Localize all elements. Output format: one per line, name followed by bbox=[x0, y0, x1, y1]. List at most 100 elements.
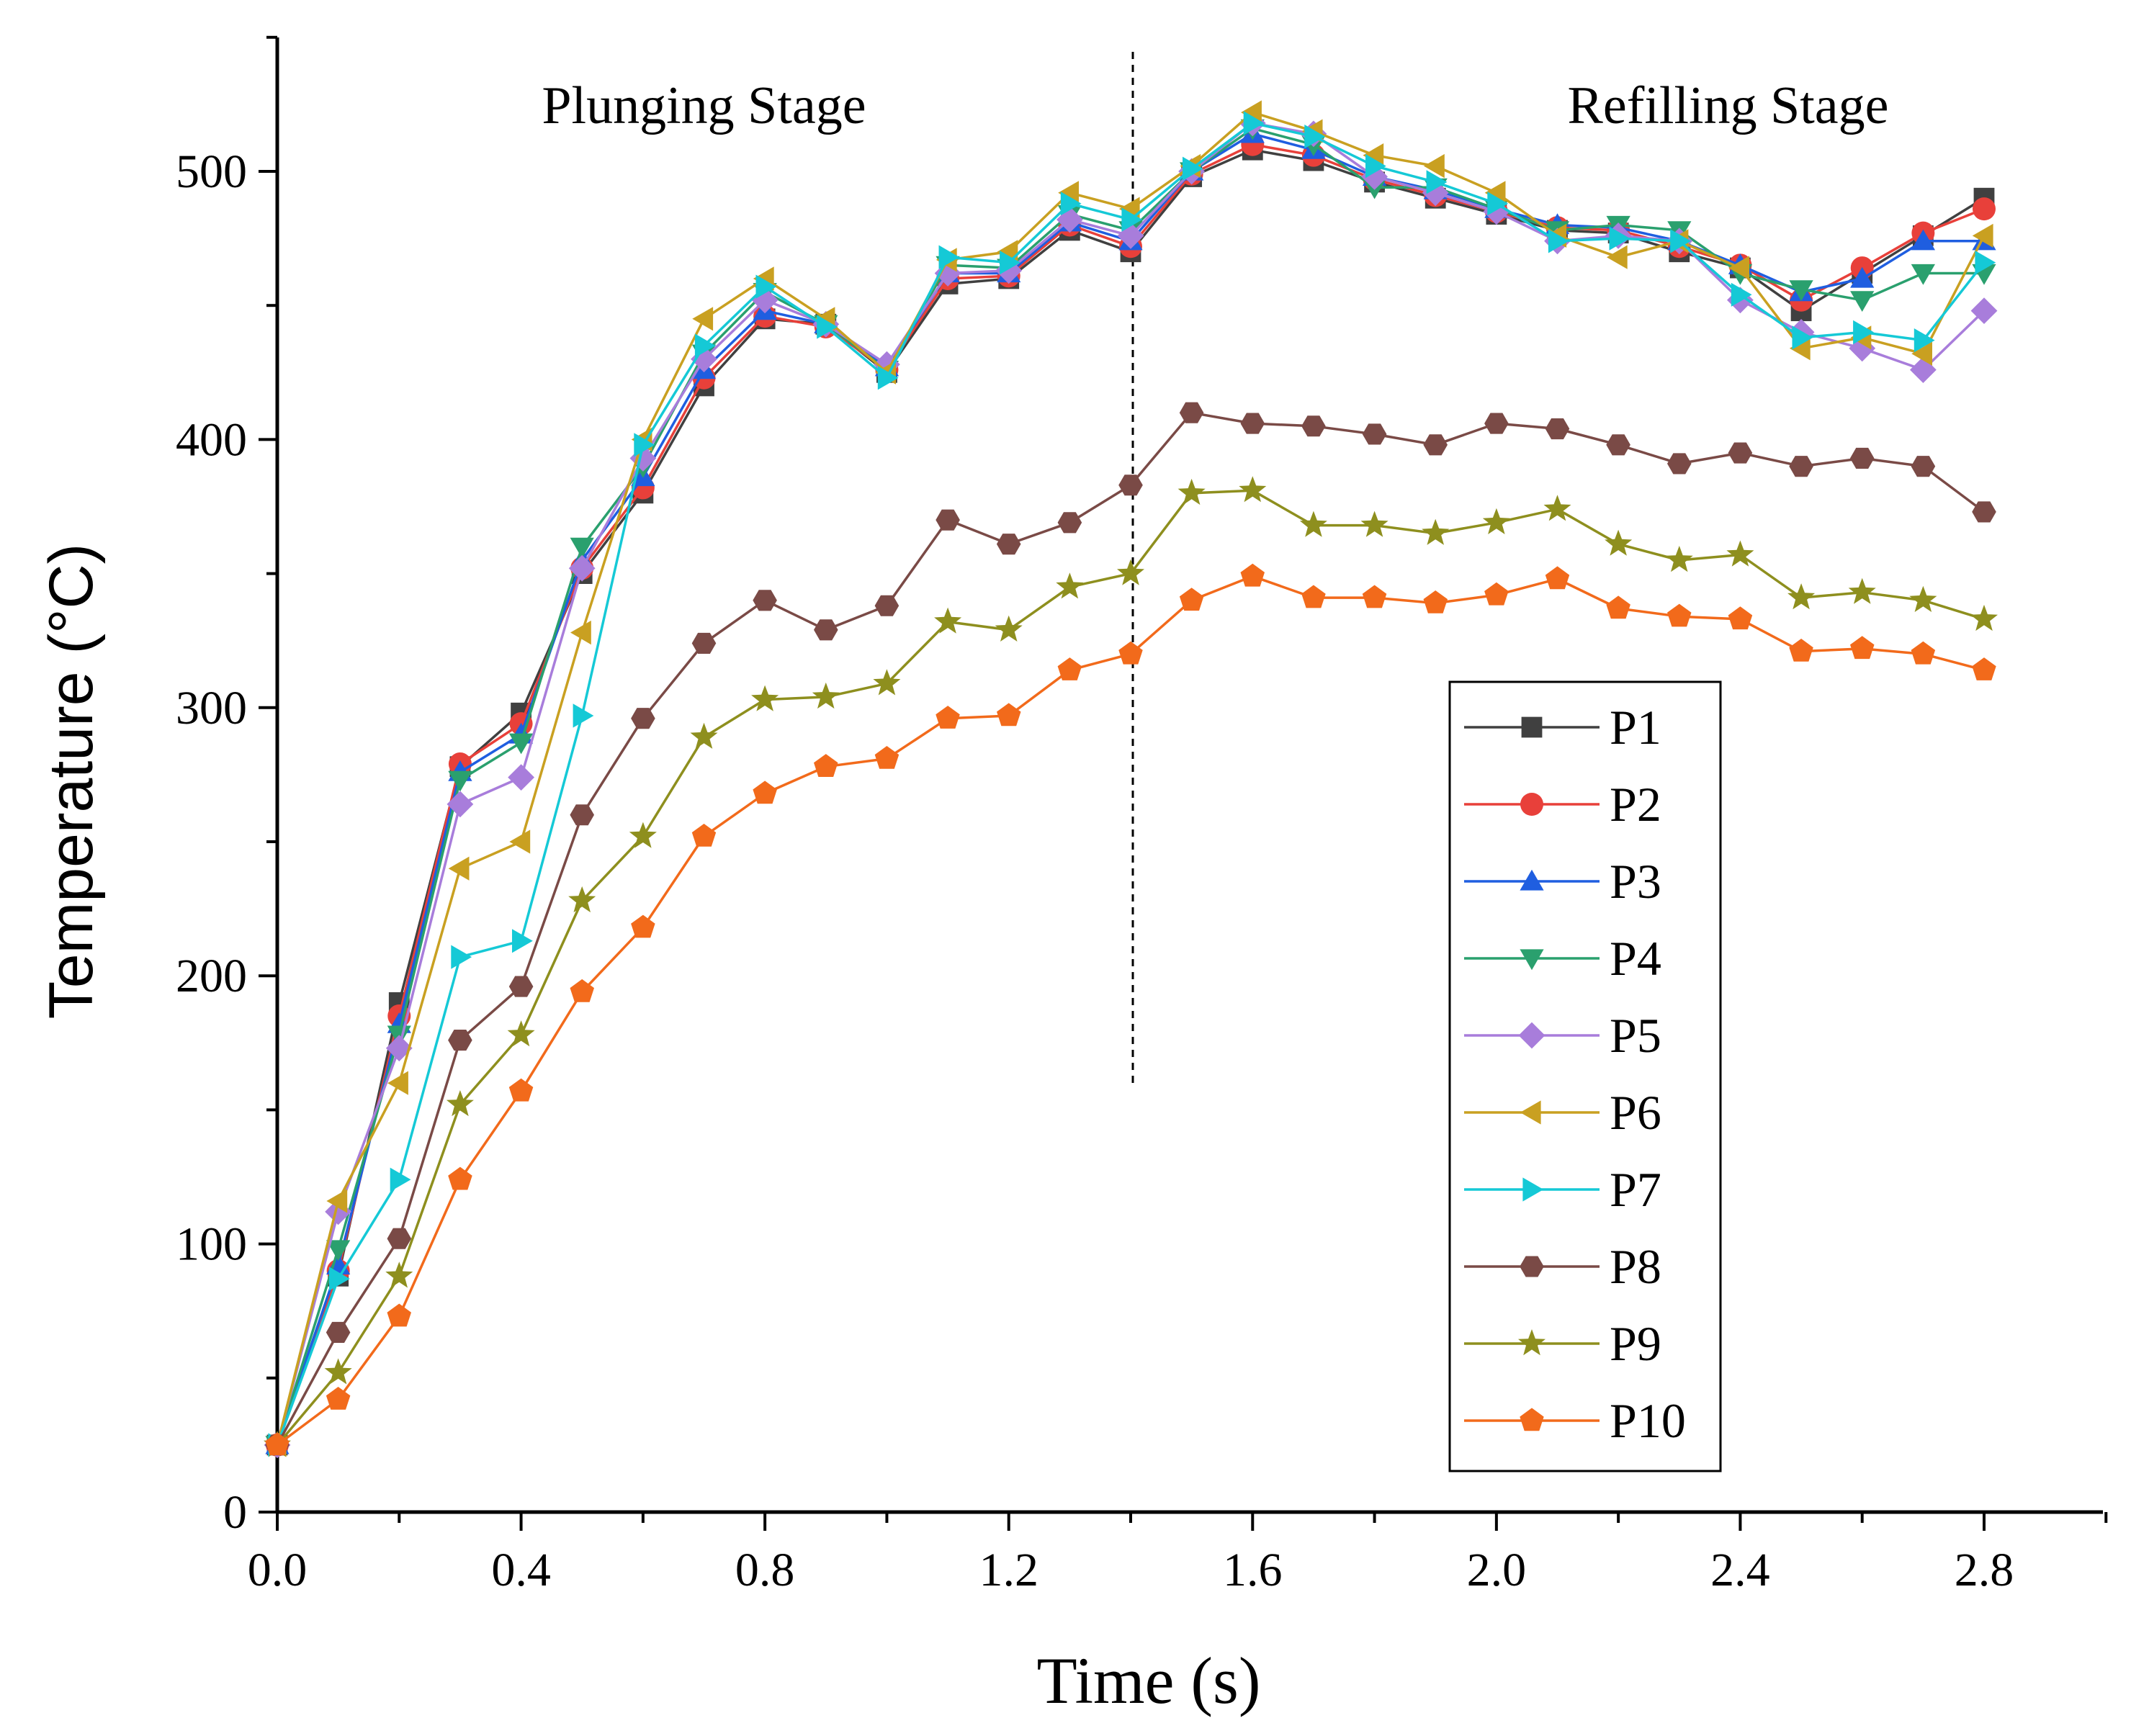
data-point-p9 bbox=[873, 669, 901, 696]
data-point-p10 bbox=[691, 824, 717, 847]
series-line-p9 bbox=[276, 489, 1985, 1447]
x-tick-label: 0.4 bbox=[491, 1544, 551, 1596]
data-point-p8 bbox=[936, 509, 960, 531]
legend: P1 P2 P3 P4 P5 P6 P7 P8 P9 P10 bbox=[1448, 680, 1722, 1472]
x-tick-label: 2.4 bbox=[1710, 1544, 1770, 1596]
legend-marker-p2 bbox=[1520, 793, 1543, 816]
data-point-p6 bbox=[1241, 100, 1262, 125]
data-point-p9 bbox=[1056, 572, 1084, 599]
data-point-p3 bbox=[1911, 229, 1935, 251]
data-point-p9 bbox=[1422, 518, 1450, 545]
data-point-p7 bbox=[877, 366, 899, 390]
data-point-p9 bbox=[1543, 495, 1571, 521]
series-p10 bbox=[265, 563, 1996, 1456]
data-point-p5 bbox=[325, 1198, 351, 1225]
data-point-p9 bbox=[812, 682, 840, 709]
data-point-p8 bbox=[1911, 456, 1936, 477]
axes: 0.0 0.4 0.8 1.2 1.6 2.0 2.4 2.8 0 100 200 300 400 50… bbox=[176, 35, 2108, 1596]
data-point-p8 bbox=[570, 804, 594, 826]
data-point-p2 bbox=[1973, 197, 1996, 221]
data-point-p10 bbox=[1423, 590, 1448, 613]
data-point-p4 bbox=[326, 1240, 351, 1261]
data-point-p7 bbox=[1914, 328, 1935, 353]
series-line-p2 bbox=[276, 143, 1985, 1446]
y-axis-title: Temperature (°C) bbox=[37, 544, 106, 1019]
y-tick-label: 300 bbox=[176, 682, 247, 734]
data-point-p8 bbox=[387, 1228, 412, 1249]
data-point-p9 bbox=[507, 1020, 535, 1047]
data-point-p9 bbox=[1177, 478, 1206, 505]
series-line-p7 bbox=[276, 122, 1986, 1446]
data-point-p8 bbox=[631, 708, 655, 729]
data-point-p7 bbox=[817, 315, 838, 339]
data-point-p7 bbox=[1304, 125, 1326, 149]
data-point-p6 bbox=[692, 307, 714, 331]
data-point-p3 bbox=[1850, 266, 1875, 288]
legend-marker-p9 bbox=[1518, 1329, 1545, 1356]
data-point-p10 bbox=[874, 746, 899, 769]
data-point-p5 bbox=[1910, 356, 1937, 383]
data-point-p8 bbox=[996, 534, 1021, 555]
data-point-p7 bbox=[573, 703, 594, 728]
data-point-p6 bbox=[387, 1071, 408, 1095]
data-point-p10 bbox=[570, 979, 594, 1002]
legend-item-p8: P8 bbox=[1464, 1239, 1661, 1294]
legend-label-p3: P3 bbox=[1610, 854, 1661, 909]
x-tick-label: 2.0 bbox=[1467, 1544, 1527, 1596]
data-point-p10 bbox=[326, 1387, 351, 1410]
data-point-p10 bbox=[1179, 588, 1204, 611]
data-point-p8 bbox=[1423, 434, 1448, 456]
legend-item-p9: P9 bbox=[1464, 1316, 1661, 1371]
data-point-p9 bbox=[568, 886, 596, 913]
legend-item-p10: P10 bbox=[1464, 1393, 1686, 1448]
legend-label-p8: P8 bbox=[1610, 1239, 1661, 1294]
data-point-p10 bbox=[1911, 641, 1936, 665]
data-point-p6 bbox=[1972, 223, 1993, 248]
legend-item-p4: P4 bbox=[1464, 931, 1661, 986]
data-point-p7 bbox=[512, 929, 533, 953]
data-point-p10 bbox=[1972, 657, 1996, 680]
series-line-p5 bbox=[276, 122, 1986, 1446]
y-tick-label: 400 bbox=[176, 413, 247, 466]
data-point-p7 bbox=[1000, 251, 1020, 275]
data-point-p10 bbox=[936, 706, 960, 729]
data-point-p8 bbox=[1789, 456, 1813, 477]
plunging-stage-label: Plunging Stage bbox=[542, 76, 866, 135]
data-point-p10 bbox=[387, 1303, 411, 1327]
data-point-p7 bbox=[1243, 111, 1265, 135]
data-point-p9 bbox=[1909, 585, 1937, 612]
data-point-p6 bbox=[1058, 181, 1079, 205]
legend-marker-p10 bbox=[1520, 1408, 1544, 1431]
x-tick-label: 0.0 bbox=[248, 1544, 308, 1596]
data-point-p10 bbox=[1606, 595, 1630, 619]
data-point-p7 bbox=[1792, 325, 1813, 350]
series-p7 bbox=[268, 111, 1996, 1457]
data-point-p8 bbox=[1849, 447, 1875, 469]
series-p1 bbox=[266, 139, 1995, 1456]
data-point-p4 bbox=[1789, 280, 1813, 302]
data-point-p4 bbox=[1911, 264, 1935, 285]
data-point-p9 bbox=[1665, 546, 1693, 572]
x-tick-label: 0.8 bbox=[735, 1544, 795, 1596]
data-point-p7 bbox=[1609, 226, 1630, 251]
data-point-p10 bbox=[997, 703, 1021, 727]
data-point-p7 bbox=[1731, 282, 1752, 307]
data-point-p7 bbox=[1121, 207, 1143, 232]
data-point-p7 bbox=[634, 433, 655, 457]
data-point-p5 bbox=[447, 791, 474, 818]
data-point-p7 bbox=[755, 274, 777, 299]
data-point-p7 bbox=[1548, 229, 1569, 253]
data-point-p10 bbox=[1240, 563, 1265, 587]
data-point-p7 bbox=[1426, 170, 1448, 194]
legend-marker-p8 bbox=[1520, 1256, 1544, 1277]
data-point-p4 bbox=[1850, 291, 1875, 312]
legend-label-p6: P6 bbox=[1610, 1085, 1661, 1140]
data-point-p4 bbox=[570, 537, 594, 559]
data-point-p10 bbox=[1057, 657, 1082, 680]
data-point-p6 bbox=[570, 620, 591, 645]
data-point-p5 bbox=[1970, 297, 1998, 324]
data-point-p9 bbox=[1299, 511, 1327, 537]
data-point-p7 bbox=[1060, 192, 1082, 216]
x-tick-label: 1.6 bbox=[1223, 1544, 1283, 1596]
data-point-p6 bbox=[509, 829, 531, 854]
